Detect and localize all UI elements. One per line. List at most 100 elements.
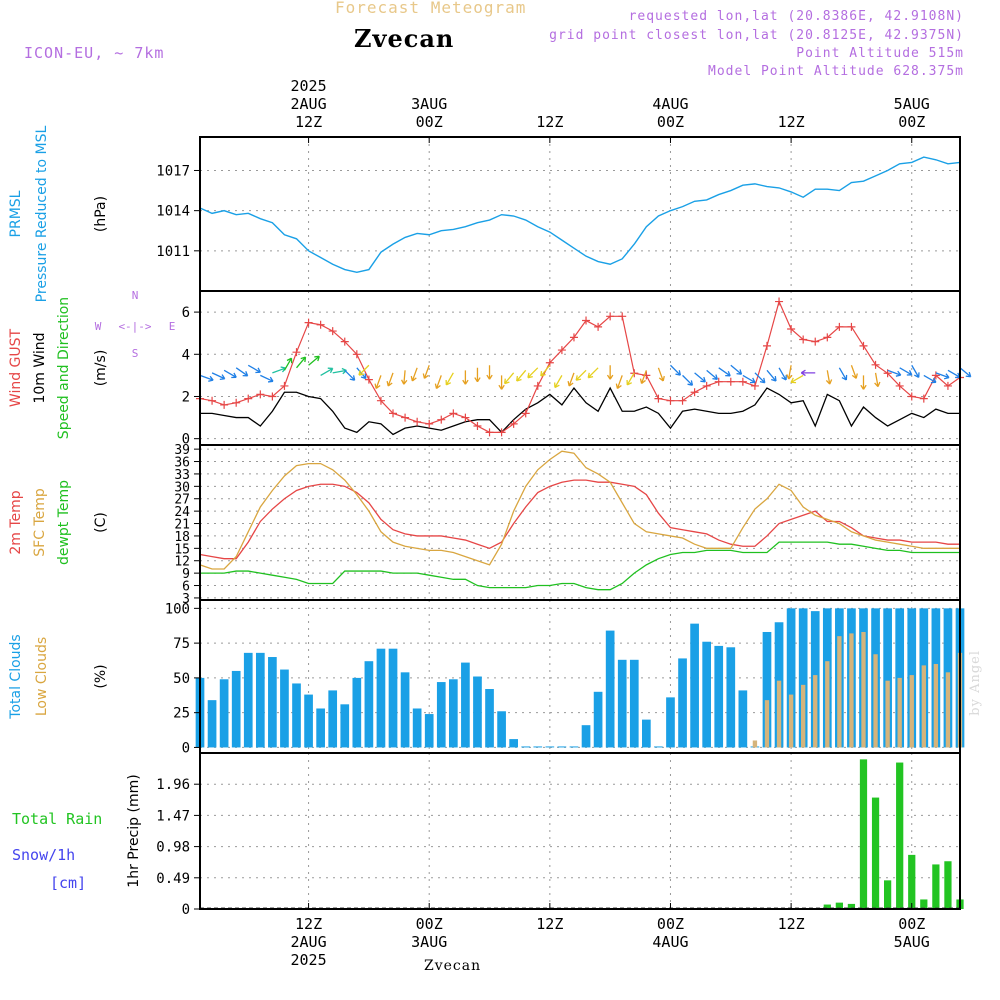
wind-direction-arrow	[211, 372, 226, 381]
wind-direction-arrow	[272, 366, 287, 374]
precip-ytick-label: 0.98	[156, 840, 190, 856]
time-label-top: 12Z	[778, 113, 805, 131]
rain-bar	[884, 880, 892, 909]
wind-direction-arrow	[838, 367, 848, 381]
wind-gust-marker	[847, 322, 856, 331]
wind-ytick-label: 6	[182, 305, 190, 321]
wind-gust-marker	[787, 324, 796, 333]
wind-direction-arrow	[825, 370, 833, 385]
low-cloud-bar	[897, 677, 902, 748]
wind-frame	[199, 290, 961, 446]
total-cloud-bar	[473, 676, 482, 748]
wind-direction-arrow	[540, 364, 551, 377]
wind-ytick-label: 4	[182, 347, 190, 363]
wind-direction-arrow	[296, 356, 307, 369]
time-label-top: 3AUG	[411, 95, 447, 113]
wind-gust-marker	[473, 422, 482, 431]
wind-gust-marker	[811, 337, 820, 346]
low-cloud-bar	[837, 636, 842, 748]
pressure-axis-title: Pressure Reduced to MSL	[34, 125, 50, 302]
low-cloud-bar	[752, 740, 758, 748]
wind-direction-arrow	[887, 369, 902, 377]
time-label-top: 12Z	[536, 113, 563, 131]
temperature-ytick-label: 39	[174, 443, 190, 458]
temp-sfc-line	[199, 450, 960, 570]
total-cloud-bar	[581, 725, 591, 748]
wind-speed-line	[200, 386, 960, 436]
low-cloud-bar	[873, 654, 878, 748]
wind-direction-arrow	[626, 372, 635, 386]
total-cloud-bar	[436, 682, 446, 748]
wind-gust-marker	[666, 396, 675, 405]
low-cloud-bar	[825, 661, 830, 748]
total-cloud-bar	[364, 661, 374, 748]
wind-gust-marker	[654, 394, 663, 403]
clouds-ytick-label: 100	[165, 601, 190, 617]
wind-gust-marker	[389, 409, 398, 418]
temperature-ytick-label: 3	[182, 592, 190, 607]
wind-direction-arrow	[445, 372, 454, 386]
time-label-top: 12Z	[295, 113, 322, 131]
wind-direction-arrow	[923, 374, 937, 384]
wind-direction-arrow	[947, 369, 961, 379]
wind-direction-arrow	[899, 367, 913, 376]
compass-south: S	[132, 347, 139, 360]
clouds-axis-title: (%)	[93, 664, 109, 688]
wind-direction-arrow	[567, 372, 575, 387]
wind-direction-arrow	[410, 367, 418, 382]
wind-gust-marker	[340, 337, 349, 346]
pressure-line	[199, 156, 961, 273]
clouds-panel: 0 25 50 75 100 Total Clouds Low Clouds (%)	[8, 599, 965, 756]
temperature-ytick-label: 12	[174, 555, 190, 570]
total-cloud-bar	[593, 691, 603, 748]
total-cloud-bar	[605, 630, 615, 748]
wind-direction-arrow	[766, 369, 777, 382]
wind-gust-marker	[449, 409, 458, 418]
total-cloud-bar	[497, 711, 506, 748]
total-cloud-bar	[243, 652, 253, 748]
wind-direction-arrow	[386, 372, 394, 387]
total-cloud-bar	[629, 659, 639, 748]
pressure-axis-title: (hPa)	[93, 196, 109, 232]
time-label-bottom: 2AUG	[291, 933, 327, 951]
clouds-ytick-label: 75	[173, 636, 190, 652]
time-label-top: 00Z	[416, 113, 443, 131]
total-cloud-bar	[690, 623, 699, 748]
wind-direction-arrow	[260, 374, 274, 383]
compass-north: N	[132, 289, 139, 302]
total-cloud-bar	[786, 608, 796, 748]
wind-gust-marker	[497, 428, 506, 437]
precip-ytick-label: 1.47	[156, 808, 190, 824]
wind-gust-marker	[582, 316, 591, 325]
time-label-top: 2025	[291, 77, 327, 95]
wind-gust-marker	[232, 398, 241, 407]
wind-gust-marker	[521, 409, 530, 418]
rain-bar	[859, 759, 868, 909]
precip-frame	[199, 752, 961, 910]
low-cloud-bar	[921, 665, 926, 748]
wind-gust-marker	[690, 388, 699, 397]
wind-panel: 0 2 4 6 Wind GUST 10m Wind Speed and Direction…	[8, 289, 972, 448]
wind-direction-arrow	[223, 369, 237, 379]
rain-bar	[871, 797, 880, 909]
wind-direction-arrow	[554, 375, 563, 389]
wind-direction-arrow	[474, 367, 481, 383]
temperature-axis-title: SFC Temp	[32, 488, 48, 557]
wind-gust-marker	[714, 377, 723, 386]
wind-direction-arrow	[694, 372, 706, 383]
wind-direction-arrow	[706, 369, 719, 380]
wind-direction-arrow	[587, 367, 599, 379]
temperature-axis-title: 2m Temp	[8, 490, 24, 554]
wind-direction-arrow	[639, 370, 647, 384]
total-cloud-bar	[388, 648, 398, 748]
grid-point-location: grid point closest lon,lat (20.8125E, 42…	[549, 28, 964, 43]
total-cloud-bar	[617, 659, 627, 748]
total-cloud-bar	[400, 672, 410, 748]
total-cloud-bar	[352, 677, 362, 748]
wind-direction-arrow	[606, 365, 614, 380]
wind-gust-marker	[208, 396, 217, 405]
wind-direction-arrow	[308, 355, 320, 366]
pressure-panel: 1011 1014 1017 PRMSL Pressure Reduced to MSL…	[8, 125, 961, 302]
wind-direction-arrow	[498, 375, 505, 390]
wind-gust-marker	[401, 413, 410, 422]
